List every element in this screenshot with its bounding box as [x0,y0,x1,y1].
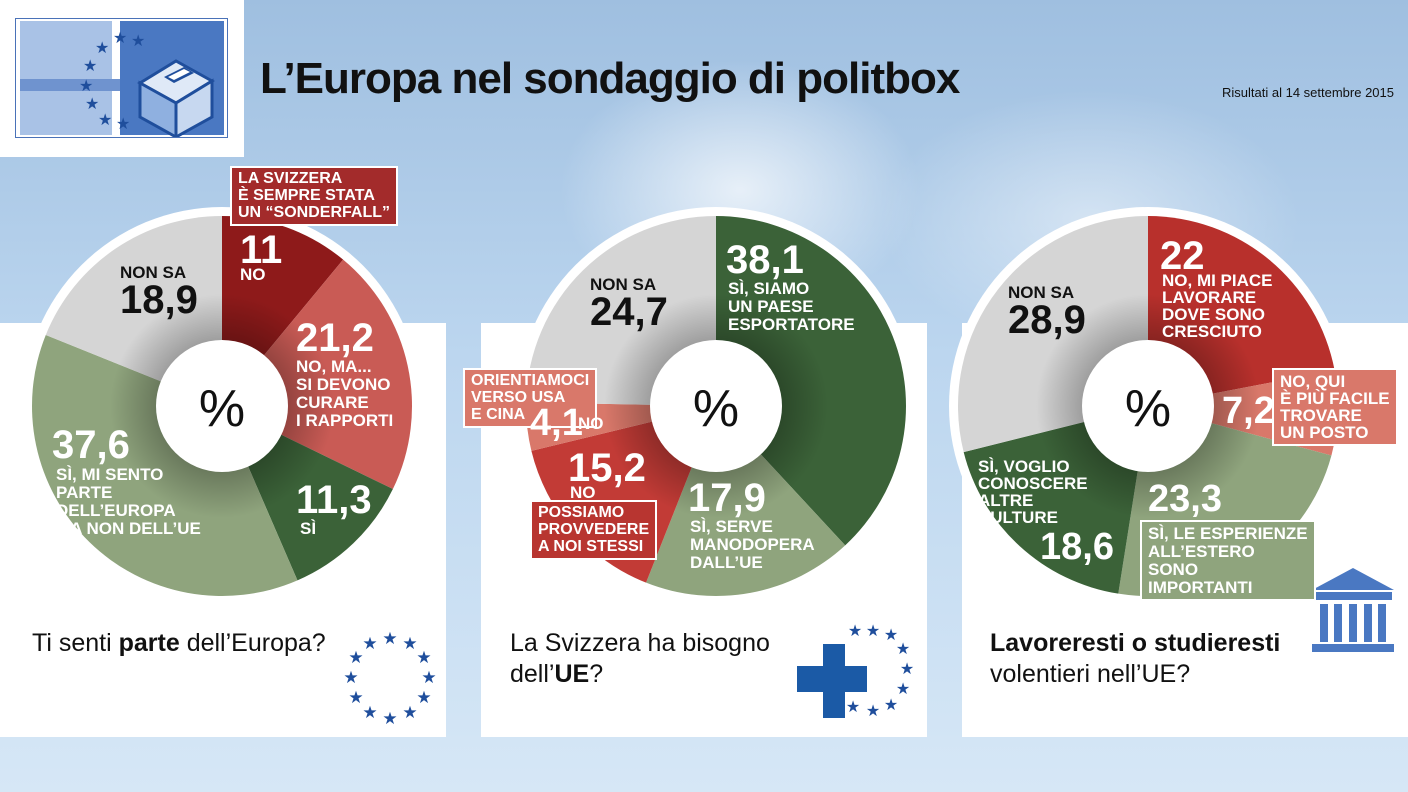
slice-value: 15,2 [568,446,646,490]
svg-text:★: ★ [113,30,127,47]
pie-center-label: % [199,380,245,438]
eu-stars-circle-icon: ★ ★★ ★★★ ★★★ ★★★ [343,630,436,726]
svg-text:★: ★ [343,668,358,687]
svg-text:★: ★ [116,116,130,133]
slice-label: NON SA [120,263,187,282]
svg-text:★: ★ [402,703,417,722]
slice-value: 24,7 [590,290,668,334]
question-2: La Svizzera ha bisogno dell’UE? [510,629,770,689]
slice-value: 7,2 [1222,390,1275,432]
slice-label: SÌ, VOGLIO CONOSCERE ALTRE CULTURE [978,457,1088,527]
pie-center [156,340,288,472]
svg-text:★: ★ [402,634,417,653]
svg-text:★: ★ [866,623,880,640]
slice-value: 28,9 [1008,298,1086,342]
results-date: Risultati al 14 settembre 2015 [1222,85,1394,100]
slice-label: NO, MI PIACE LAVORARE DOVE SONO CRESCIUTO [1162,271,1273,341]
slice-label: NO [240,265,266,284]
svg-text:★: ★ [362,634,377,653]
question-3: Lavoreresti o studieresti volentieri nel… [990,629,1281,689]
building-columns-icon [1312,568,1394,652]
slice-label: SÌ, MI SENTO PARTE DELL’EUROPA MA NON DELL’… [56,465,201,538]
swiss-cross-eu-icon: ★ ★★ ★★★ ★★★ [797,623,914,720]
callout-box: LA SVIZZERA È SEMPRE STATA UN “SONDERFALL” [230,166,398,227]
callout-box: ORIENTIAMOCI VERSO USA E CINA [463,368,598,429]
svg-text:★: ★ [348,688,363,707]
callout-box: NO, QUI È PIÙ FACILE TROVARE UN POSTO [1272,368,1398,446]
politbox-logo: ★ ★ ★ ★ ★ ★ ★ ★ [0,0,244,157]
slice-label: NO [578,414,604,433]
slice-value: 38,1 [726,238,804,282]
svg-text:★: ★ [83,58,97,75]
svg-text:★: ★ [131,33,145,50]
slice-label: SÌ [300,519,317,538]
svg-text:★: ★ [98,112,112,129]
slice-value: 18,9 [120,278,198,322]
box-shape [137,59,215,140]
slice-label: SÌ, SIAMO UN PAESE ESPORTATORE [728,279,855,334]
slice-value: 11 [240,228,283,272]
slice-value: 21,2 [296,316,374,360]
slice-value: 37,6 [52,423,130,467]
ballot-box-icon: ★ ★ ★ ★ ★ ★ ★ ★ [20,21,224,140]
slice-value: 18,6 [1040,526,1114,568]
svg-text:★: ★ [382,709,397,726]
svg-text:★: ★ [900,661,914,678]
eu-stars-icon: ★ ★ ★ ★ ★ ★ ★ ★ [79,30,145,133]
svg-text:★: ★ [896,681,910,698]
svg-text:★: ★ [382,630,397,648]
slice-value: 17,9 [688,476,766,520]
slice-label: NON SA [1008,283,1075,302]
svg-text:★: ★ [95,40,109,57]
pie-center [1082,340,1214,472]
svg-text:★: ★ [884,697,898,714]
pie-center [650,340,782,472]
slice-value: 23,3 [1148,478,1222,520]
question-1: Ti senti parte dell’Europa? [32,629,326,657]
slice-label: NO, MA... SI DEVONO CURARE I RAPPORTI [296,357,394,430]
slice-label: NO [570,483,596,502]
svg-text:★: ★ [846,699,860,716]
slice-label: SÌ, SERVE MANODOPERA DALL’UE [690,517,815,572]
svg-text:★: ★ [896,641,910,658]
svg-text:★: ★ [79,78,93,95]
page-title: L’Europa nel sondaggio di politbox [260,54,960,103]
svg-text:★: ★ [85,96,99,113]
slice-value: 11,3 [296,478,372,522]
svg-text:★: ★ [348,648,363,667]
callout-box: SÌ, LE ESPERIENZE ALL’ESTERO SONO IMPORTANT… [1140,520,1316,602]
slice-value: 4,1 [530,402,583,444]
svg-text:★: ★ [848,623,862,640]
pie-center-label: % [693,380,739,438]
pie-center-label: % [1125,380,1171,438]
callout-box: POSSIAMO PROVVEDERE A NOI STESSI [530,500,658,561]
slice-value: 22 [1160,234,1205,278]
svg-text:★: ★ [866,703,880,720]
svg-text:★: ★ [416,688,431,707]
svg-text:★: ★ [884,627,898,644]
svg-text:★: ★ [416,648,431,667]
svg-text:★: ★ [421,668,436,687]
svg-text:★: ★ [362,703,377,722]
slice-label: NON SA [590,275,657,294]
